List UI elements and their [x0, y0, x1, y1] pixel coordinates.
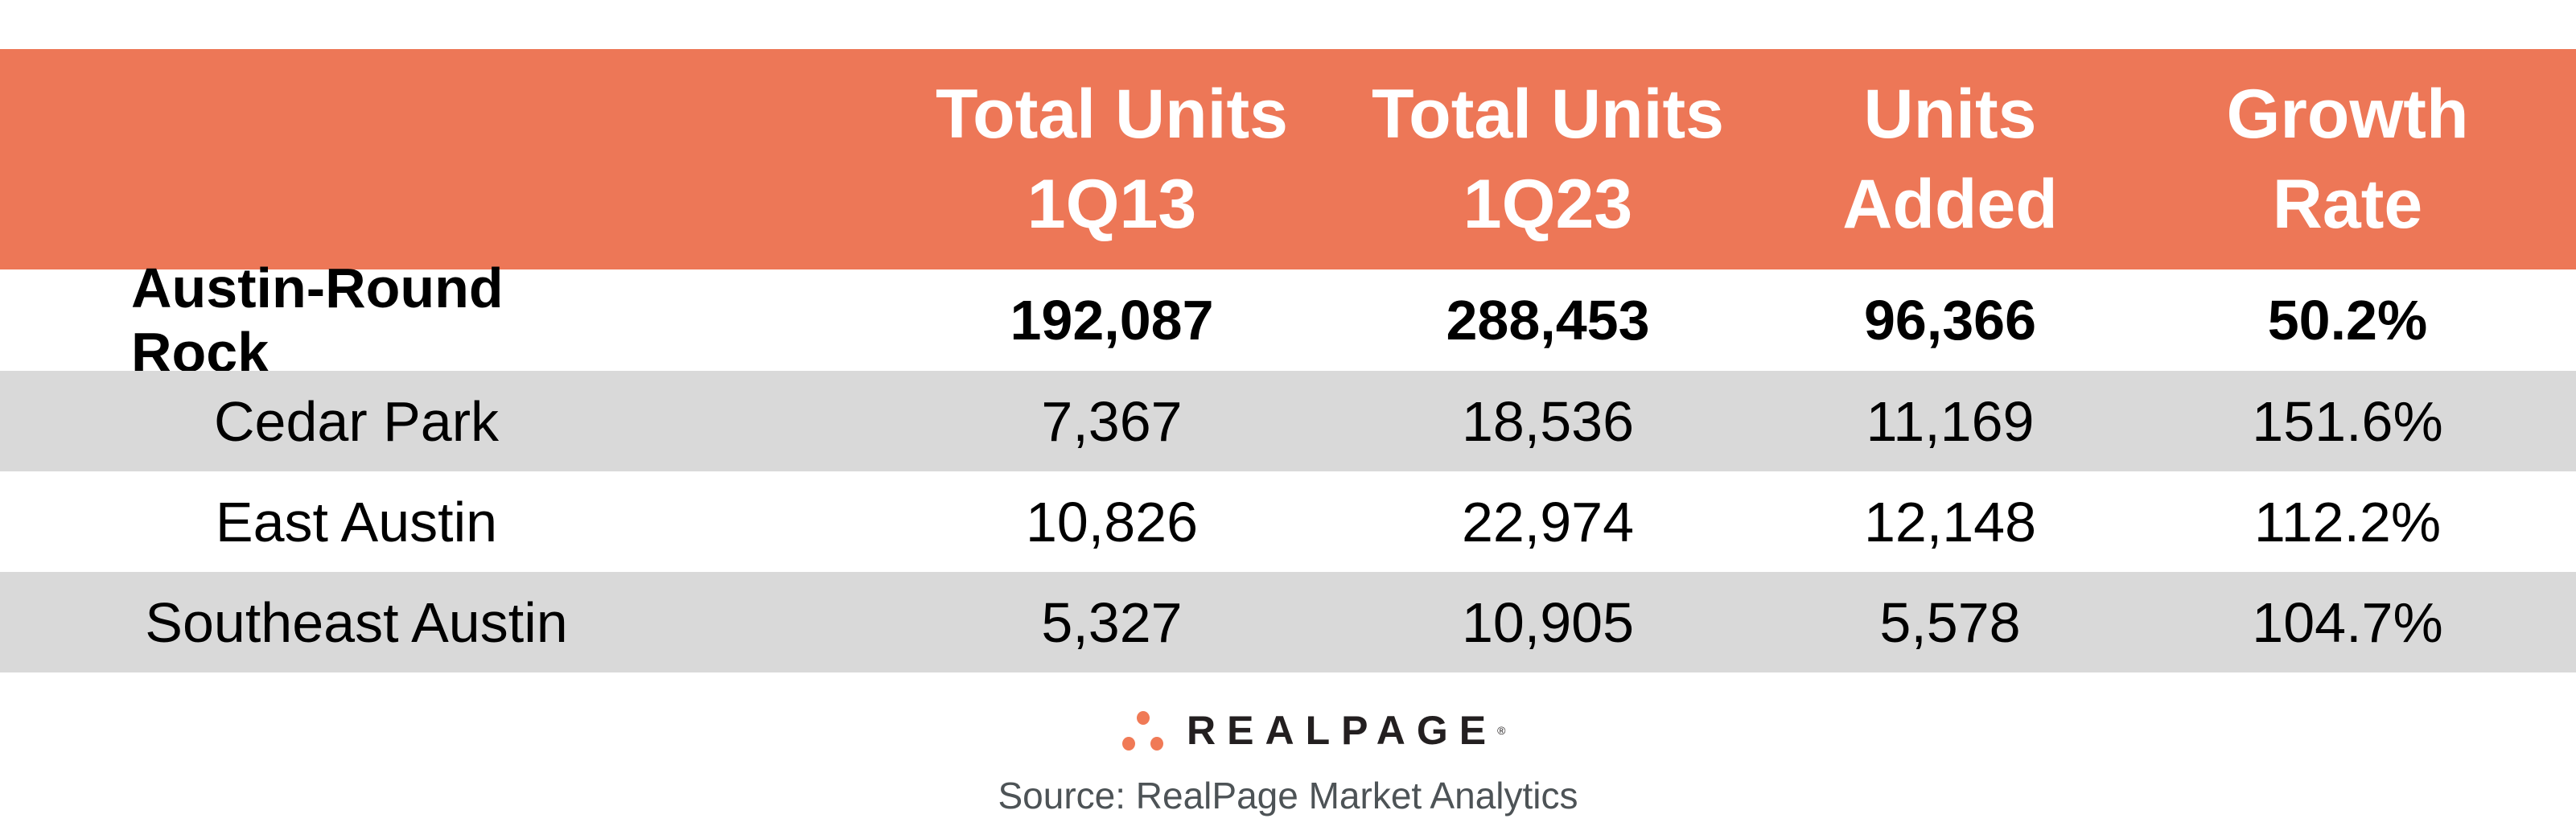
- row-label: Southeast Austin: [145, 590, 568, 654]
- realpage-logo: REALPAGE ®: [1122, 706, 1505, 755]
- cell-units-1q23: 288,453: [1446, 288, 1650, 352]
- header-line: Total Units: [936, 76, 1288, 153]
- header-line: Rate: [2272, 166, 2423, 243]
- header-line: Growth: [2226, 76, 2469, 153]
- row-label: Austin-Round Rock: [131, 256, 504, 384]
- header-line: 1Q13: [1027, 166, 1197, 243]
- cell-units-1q13: 192,087: [1010, 288, 1214, 352]
- cell-growth-rate: 104.7%: [2252, 590, 2443, 654]
- cell-growth-rate: 50.2%: [2267, 288, 2428, 352]
- registered-mark: ®: [1497, 724, 1506, 737]
- cell-units-1q13: 5,327: [1041, 590, 1183, 654]
- source-note: Source: RealPage Market Analytics: [998, 775, 1578, 816]
- header-line: 1Q23: [1463, 166, 1633, 243]
- cell-units-added: 12,148: [1863, 490, 2037, 553]
- table-row: Austin-Round Rock 192,087 288,453 96,366…: [0, 256, 2576, 384]
- cell-units-added: 96,366: [1863, 288, 2037, 352]
- logo-text: REALPAGE: [1187, 708, 1498, 753]
- cell-units-1q13: 10,826: [1025, 490, 1199, 553]
- logo-dots-icon: [1122, 709, 1171, 751]
- header-growth-rate: Growth Rate: [2122, 49, 2573, 269]
- header-total-units-1q23: Total Units 1Q23: [1323, 49, 1773, 269]
- cell-units-added: 5,578: [1879, 590, 2021, 654]
- table-header: Total Units 1Q13 Total Units 1Q23 Units Add…: [0, 49, 2576, 269]
- table-row: Cedar Park 7,367 18,536 11,169 151.6%: [0, 371, 2576, 471]
- cell-growth-rate: 151.6%: [2252, 389, 2443, 453]
- cell-units-1q23: 22,974: [1461, 490, 1635, 553]
- row-label: Cedar Park: [213, 389, 500, 453]
- cell-growth-rate: 112.2%: [2253, 490, 2442, 553]
- header-line: Added: [1842, 166, 2058, 243]
- cell-units-1q23: 18,536: [1461, 389, 1635, 453]
- row-label: East Austin: [215, 490, 498, 553]
- header-line: Total Units: [1372, 76, 1724, 153]
- header-units-added: Units Added: [1725, 49, 2175, 269]
- cell-units-added: 11,169: [1866, 389, 2035, 453]
- table-row: Southeast Austin 5,327 10,905 5,578 104.…: [0, 572, 2576, 672]
- header-total-units-1q13: Total Units 1Q13: [887, 49, 1337, 269]
- cell-units-1q23: 10,905: [1461, 590, 1635, 654]
- cell-units-1q13: 7,367: [1041, 389, 1183, 453]
- header-line: Units: [1863, 76, 2037, 153]
- table-row: East Austin 10,826 22,974 12,148 112.2%: [0, 471, 2576, 572]
